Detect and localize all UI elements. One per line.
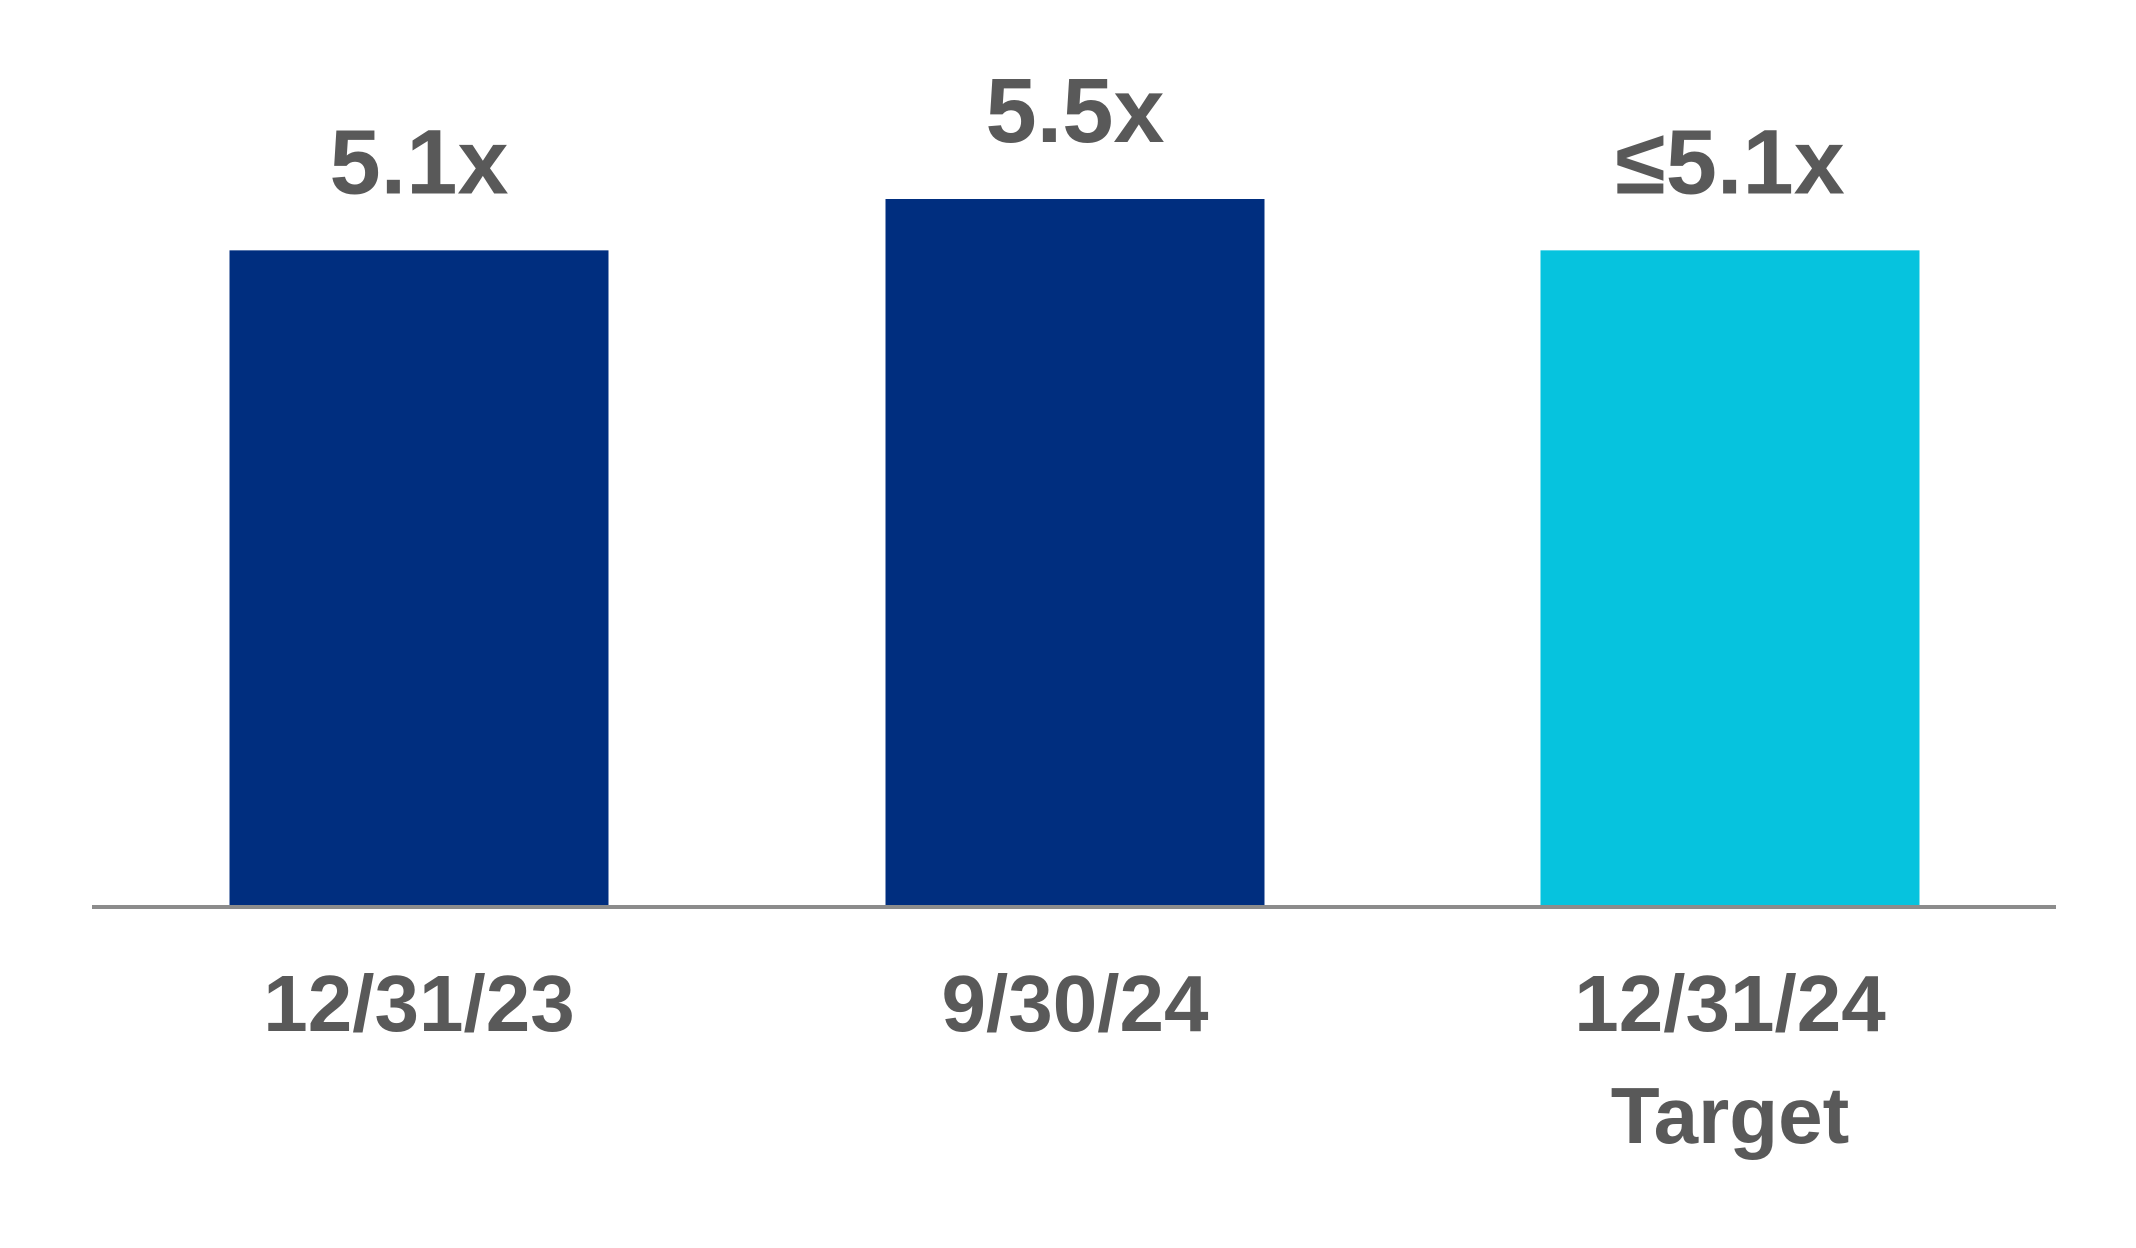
bar xyxy=(1540,250,1920,905)
bar xyxy=(885,199,1265,905)
value-label: 5.5x xyxy=(985,60,1164,162)
bar xyxy=(229,250,609,905)
x-tick-label: 9/30/24 xyxy=(941,959,1209,1048)
value-label: ≤5.1x xyxy=(1615,111,1845,213)
value-label: 5.1x xyxy=(329,111,508,213)
x-tick-label: 12/31/24 Target xyxy=(1574,959,1886,1160)
x-tick-label: 12/31/23 xyxy=(263,959,575,1048)
